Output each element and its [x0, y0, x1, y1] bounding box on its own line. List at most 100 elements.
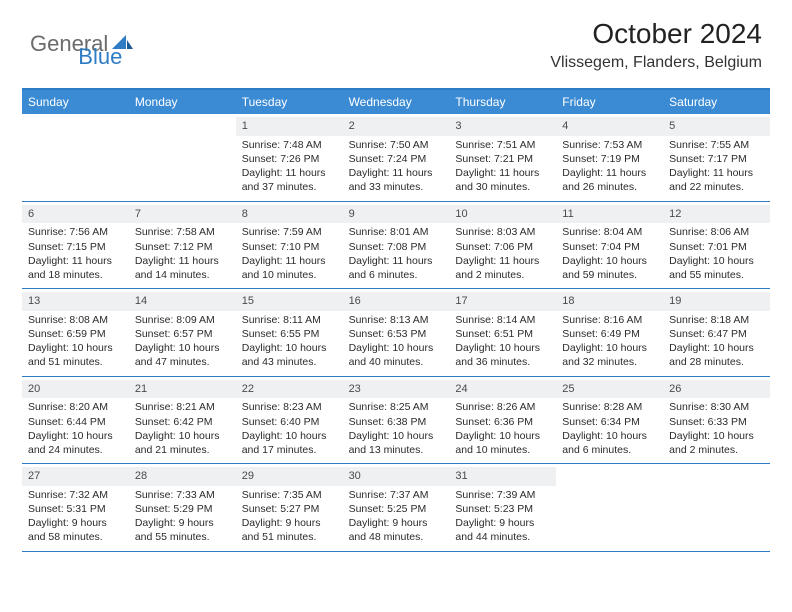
day-number: 20	[22, 380, 129, 399]
day-cell: 19Sunrise: 8:18 AMSunset: 6:47 PMDayligh…	[663, 289, 770, 376]
daylight-text: and 33 minutes.	[349, 180, 444, 194]
daylight-text: Daylight: 11 hours	[455, 254, 550, 268]
daylight-text: Daylight: 11 hours	[242, 166, 337, 180]
sunrise-text: Sunrise: 7:53 AM	[562, 138, 657, 152]
day-cell: 9Sunrise: 8:01 AMSunset: 7:08 PMDaylight…	[343, 202, 450, 289]
daylight-text: Daylight: 9 hours	[242, 516, 337, 530]
day-cell: 24Sunrise: 8:26 AMSunset: 6:36 PMDayligh…	[449, 377, 556, 464]
location: Vlissegem, Flanders, Belgium	[550, 54, 762, 72]
sunset-text: Sunset: 7:10 PM	[242, 240, 337, 254]
dayname-row: SundayMondayTuesdayWednesdayThursdayFrid…	[22, 90, 770, 114]
sunset-text: Sunset: 7:04 PM	[562, 240, 657, 254]
daylight-text: Daylight: 10 hours	[669, 254, 764, 268]
day-number: 28	[129, 467, 236, 486]
day-cell: 23Sunrise: 8:25 AMSunset: 6:38 PMDayligh…	[343, 377, 450, 464]
logo-text-blue: Blue	[78, 44, 122, 70]
daylight-text: Daylight: 10 hours	[135, 341, 230, 355]
day-number: 1	[236, 117, 343, 136]
day-number: 14	[129, 292, 236, 311]
daylight-text: and 6 minutes.	[562, 443, 657, 457]
day-number: 25	[556, 380, 663, 399]
daylight-text: Daylight: 10 hours	[562, 341, 657, 355]
daylight-text: and 51 minutes.	[28, 355, 123, 369]
day-cell: 28Sunrise: 7:33 AMSunset: 5:29 PMDayligh…	[129, 464, 236, 551]
daylight-text: Daylight: 11 hours	[349, 166, 444, 180]
sunrise-text: Sunrise: 7:32 AM	[28, 488, 123, 502]
day-number: 8	[236, 205, 343, 224]
sunrise-text: Sunrise: 7:55 AM	[669, 138, 764, 152]
daylight-text: Daylight: 10 hours	[28, 341, 123, 355]
day-number: 9	[343, 205, 450, 224]
daylight-text: and 43 minutes.	[242, 355, 337, 369]
day-number: 15	[236, 292, 343, 311]
empty-cell	[129, 114, 236, 201]
daylight-text: Daylight: 10 hours	[242, 429, 337, 443]
daylight-text: and 26 minutes.	[562, 180, 657, 194]
sunset-text: Sunset: 6:40 PM	[242, 415, 337, 429]
daylight-text: Daylight: 10 hours	[135, 429, 230, 443]
daylight-text: and 55 minutes.	[135, 530, 230, 544]
daylight-text: Daylight: 10 hours	[562, 429, 657, 443]
sunset-text: Sunset: 6:49 PM	[562, 327, 657, 341]
sunrise-text: Sunrise: 8:03 AM	[455, 225, 550, 239]
day-number: 22	[236, 380, 343, 399]
sunset-text: Sunset: 6:42 PM	[135, 415, 230, 429]
sunset-text: Sunset: 5:27 PM	[242, 502, 337, 516]
day-cell: 31Sunrise: 7:39 AMSunset: 5:23 PMDayligh…	[449, 464, 556, 551]
daylight-text: and 36 minutes.	[455, 355, 550, 369]
dayname: Wednesday	[343, 90, 450, 114]
daylight-text: and 18 minutes.	[28, 268, 123, 282]
sunrise-text: Sunrise: 8:06 AM	[669, 225, 764, 239]
month-title: October 2024	[550, 18, 762, 50]
daylight-text: and 2 minutes.	[669, 443, 764, 457]
sunrise-text: Sunrise: 8:14 AM	[455, 313, 550, 327]
sunrise-text: Sunrise: 8:16 AM	[562, 313, 657, 327]
sunset-text: Sunset: 7:17 PM	[669, 152, 764, 166]
daylight-text: Daylight: 10 hours	[455, 429, 550, 443]
sunset-text: Sunset: 7:24 PM	[349, 152, 444, 166]
sunset-text: Sunset: 5:25 PM	[349, 502, 444, 516]
day-cell: 13Sunrise: 8:08 AMSunset: 6:59 PMDayligh…	[22, 289, 129, 376]
sunset-text: Sunset: 5:29 PM	[135, 502, 230, 516]
sunrise-text: Sunrise: 8:08 AM	[28, 313, 123, 327]
sunrise-text: Sunrise: 7:33 AM	[135, 488, 230, 502]
day-number: 26	[663, 380, 770, 399]
daylight-text: Daylight: 11 hours	[135, 254, 230, 268]
day-cell: 6Sunrise: 7:56 AMSunset: 7:15 PMDaylight…	[22, 202, 129, 289]
daylight-text: and 30 minutes.	[455, 180, 550, 194]
day-number: 17	[449, 292, 556, 311]
day-cell: 21Sunrise: 8:21 AMSunset: 6:42 PMDayligh…	[129, 377, 236, 464]
day-number: 23	[343, 380, 450, 399]
day-cell: 11Sunrise: 8:04 AMSunset: 7:04 PMDayligh…	[556, 202, 663, 289]
daylight-text: and 28 minutes.	[669, 355, 764, 369]
day-cell: 2Sunrise: 7:50 AMSunset: 7:24 PMDaylight…	[343, 114, 450, 201]
sunset-text: Sunset: 6:33 PM	[669, 415, 764, 429]
sunrise-text: Sunrise: 7:39 AM	[455, 488, 550, 502]
sunset-text: Sunset: 6:44 PM	[28, 415, 123, 429]
dayname: Tuesday	[236, 90, 343, 114]
sunrise-text: Sunrise: 8:01 AM	[349, 225, 444, 239]
sunrise-text: Sunrise: 7:35 AM	[242, 488, 337, 502]
sunrise-text: Sunrise: 7:56 AM	[28, 225, 123, 239]
sunset-text: Sunset: 6:57 PM	[135, 327, 230, 341]
daylight-text: and 48 minutes.	[349, 530, 444, 544]
daylight-text: Daylight: 11 hours	[669, 166, 764, 180]
day-cell: 3Sunrise: 7:51 AMSunset: 7:21 PMDaylight…	[449, 114, 556, 201]
daylight-text: and 55 minutes.	[669, 268, 764, 282]
daylight-text: Daylight: 10 hours	[242, 341, 337, 355]
dayname: Monday	[129, 90, 236, 114]
title-block: October 2024 Vlissegem, Flanders, Belgiu…	[550, 18, 762, 72]
daylight-text: Daylight: 11 hours	[562, 166, 657, 180]
daylight-text: and 44 minutes.	[455, 530, 550, 544]
sunset-text: Sunset: 6:51 PM	[455, 327, 550, 341]
sunrise-text: Sunrise: 8:30 AM	[669, 400, 764, 414]
daylight-text: Daylight: 11 hours	[28, 254, 123, 268]
day-number: 30	[343, 467, 450, 486]
daylight-text: and 32 minutes.	[562, 355, 657, 369]
empty-cell	[556, 464, 663, 551]
daylight-text: and 14 minutes.	[135, 268, 230, 282]
daylight-text: and 59 minutes.	[562, 268, 657, 282]
dayname: Sunday	[22, 90, 129, 114]
sunrise-text: Sunrise: 7:51 AM	[455, 138, 550, 152]
day-cell: 22Sunrise: 8:23 AMSunset: 6:40 PMDayligh…	[236, 377, 343, 464]
